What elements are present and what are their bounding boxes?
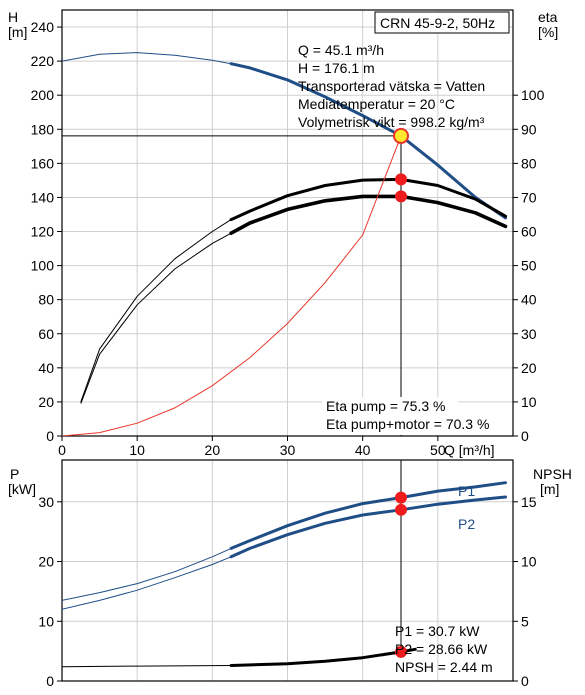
bottom-curves — [62, 481, 507, 668]
p1-point-marker — [395, 491, 408, 504]
power-axis-unit: [kW] — [8, 481, 36, 497]
head-tick-label: 140 — [31, 189, 55, 205]
flow-ticks: 0 10 20 30 40 50 — [58, 436, 446, 458]
info-temperature: Mediatemperatur = 20 °C — [298, 96, 455, 112]
flow-tick-label: 0 — [58, 442, 66, 458]
eta-tick-label: 90 — [521, 121, 537, 137]
p1-curve-thin — [62, 547, 232, 601]
eta-axis-label: eta — [538, 9, 558, 25]
p2-curve-thick — [229, 495, 507, 559]
head-curve-thin — [62, 52, 232, 65]
npsh-axis-unit: [m] — [540, 481, 559, 497]
efficiency-point-marker — [395, 173, 408, 186]
info-npsh: NPSH = 2.44 m — [395, 659, 493, 675]
head-tick-label: 200 — [31, 87, 55, 103]
info-head: H = 176.1 m — [298, 60, 375, 76]
head-tick-label: 160 — [31, 155, 55, 171]
info-p1: P1 = 30.7 kW — [395, 623, 480, 639]
efficiency-point-marker — [395, 190, 408, 203]
eta-tick-label: 70 — [521, 189, 537, 205]
info-density: Volymetrisk vikt = 998.2 kg/m³ — [298, 114, 485, 130]
flow-tick-label: 50 — [430, 442, 446, 458]
flow-tick-label: 10 — [129, 442, 145, 458]
p1-series-label: P1 — [458, 483, 475, 499]
power-tick-label: 30 — [38, 494, 54, 510]
p1-curve-thick — [229, 481, 507, 550]
eta-tick-label: 50 — [521, 258, 537, 274]
npsh-tick-label: 15 — [521, 494, 537, 510]
flow-tick-label: 20 — [205, 442, 221, 458]
eta-tick-label: 0 — [521, 428, 529, 444]
head-tick-label: 40 — [38, 360, 54, 376]
head-tick-label: 80 — [38, 292, 54, 308]
eta-axis-unit: [%] — [538, 24, 558, 40]
npsh-tick-label: 0 — [521, 673, 529, 689]
head-ticks: 0 20 40 60 80 100 120 140 160 180 200 220 240 — [31, 19, 62, 444]
title-box — [374, 11, 510, 34]
head-tick-label: 180 — [31, 121, 55, 137]
flow-tick-label: 40 — [355, 442, 371, 458]
p2-curve-thin — [62, 556, 232, 610]
power-tick-label: 0 — [46, 673, 54, 689]
power-ticks: 0 10 20 30 — [38, 494, 62, 689]
p2-point-marker — [395, 503, 408, 516]
npsh-curve-thick — [229, 647, 417, 667]
head-tick-label: 240 — [31, 19, 55, 35]
npsh-curve-thin — [62, 665, 232, 668]
npsh-point-marker — [395, 645, 408, 658]
eta-tick-label: 60 — [521, 224, 537, 240]
info-eta-pump-motor: Eta pump+motor = 70.3 % — [326, 416, 489, 432]
duty-point-marker — [393, 127, 410, 144]
eta-tick-label: 40 — [521, 292, 537, 308]
bottom-markers — [395, 460, 408, 658]
power-tick-label: 20 — [38, 554, 54, 570]
top-markers — [62, 127, 410, 436]
eta-tick-label: 20 — [521, 360, 537, 376]
info-flow: Q = 45.1 m³/h — [298, 42, 384, 58]
flow-tick-label: 30 — [280, 442, 296, 458]
power-axis-label: P — [10, 466, 19, 482]
p2-series-label: P2 — [458, 516, 475, 532]
head-tick-label: 220 — [31, 53, 55, 69]
npsh-axis-label: NPSH — [533, 466, 572, 482]
flow-axis-label: Q [m³/h] — [444, 442, 495, 458]
eta-tick-label: 10 — [521, 394, 537, 410]
head-tick-label: 60 — [38, 326, 54, 342]
chart-title: CRN 45-9-2, 50Hz — [380, 15, 495, 31]
info-p2: P2 = 28.66 kW — [395, 641, 488, 657]
eta-info-background — [322, 397, 458, 435]
eta_pump_motor-curve-thick — [229, 194, 508, 235]
eta_pump-curve-thin — [80, 219, 232, 403]
head-axis-label: H — [8, 9, 18, 25]
info-eta-pump: Eta pump = 75.3 % — [326, 398, 445, 414]
head-tick-label: 100 — [31, 258, 55, 274]
top-curves — [62, 52, 508, 436]
eta-ticks: 0 10 20 30 40 50 60 70 80 90 100 — [513, 87, 545, 444]
eta_pump_motor-curve-thin — [80, 232, 232, 404]
head-axis-unit: [m] — [8, 24, 27, 40]
system_curve-curve — [62, 135, 402, 436]
eta-tick-label: 100 — [521, 87, 545, 103]
eta-tick-label: 30 — [521, 326, 537, 342]
top-gridlines — [61, 10, 513, 437]
npsh-tick-label: 5 — [521, 613, 529, 629]
npsh-tick-label: 10 — [521, 554, 537, 570]
head-tick-label: 20 — [38, 394, 54, 410]
npsh-ticks: 0 5 10 15 — [513, 494, 537, 689]
head-curve-thick — [229, 62, 507, 220]
bottom-plot-frame — [61, 459, 514, 682]
head-tick-label: 120 — [31, 224, 55, 240]
power-tick-label: 10 — [38, 613, 54, 629]
head-tick-label: 0 — [46, 428, 54, 444]
eta-tick-label: 80 — [521, 155, 537, 171]
eta_pump-curve-thick — [229, 177, 507, 222]
info-liquid: Transporterad vätska = Vatten — [298, 78, 485, 94]
